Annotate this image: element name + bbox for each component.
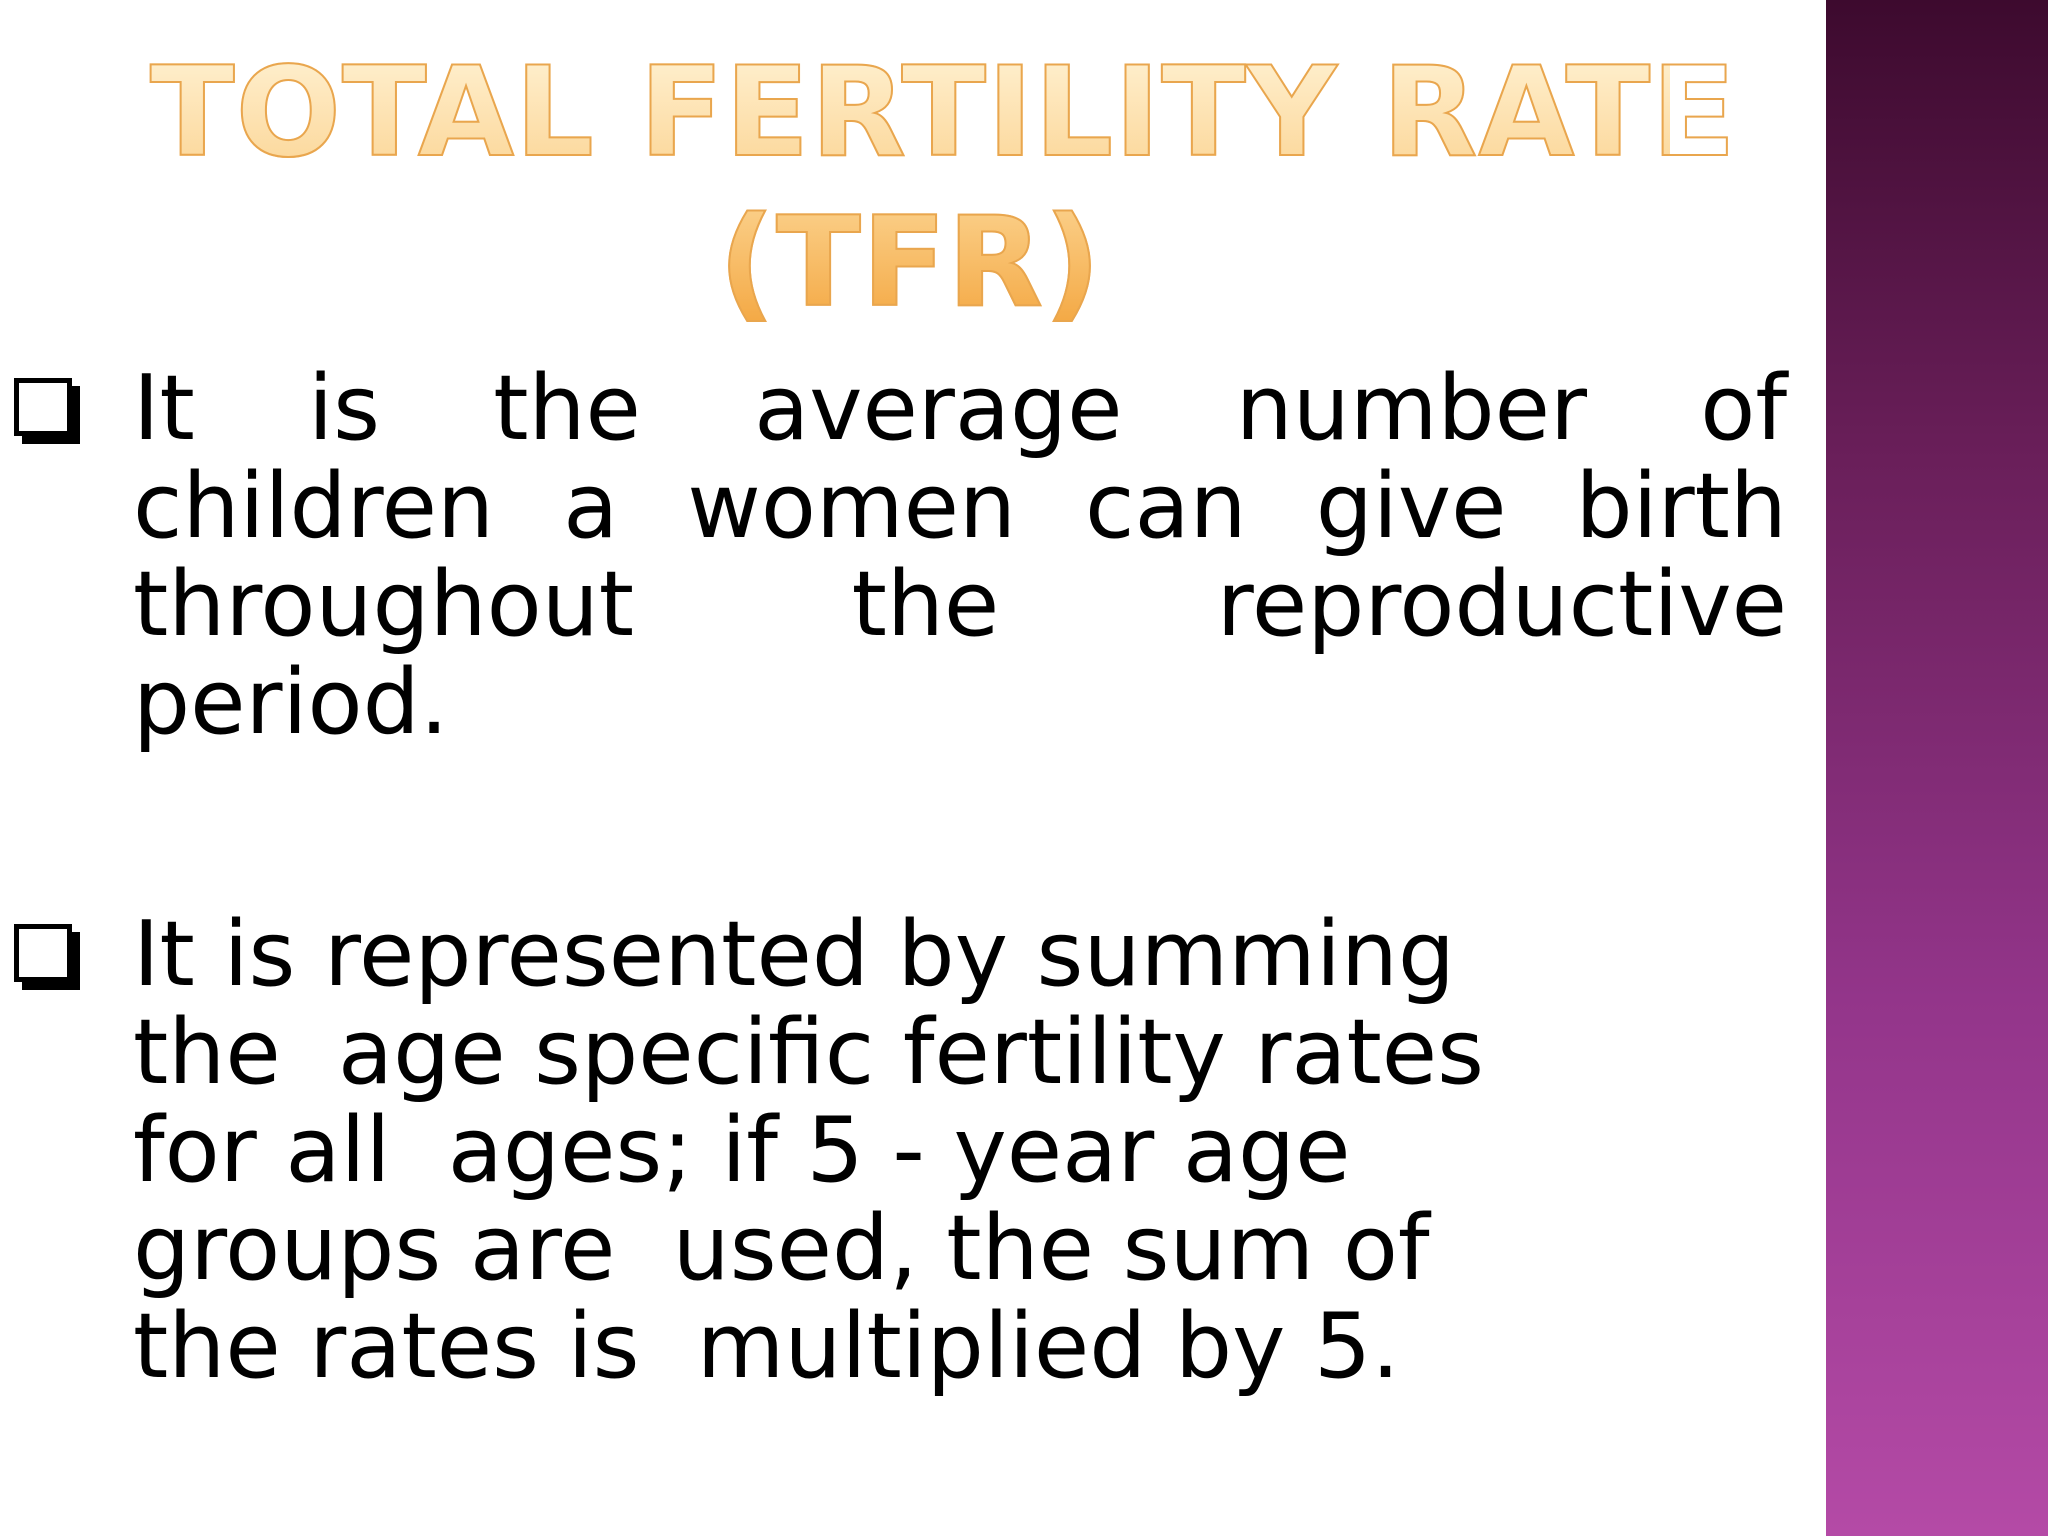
- bullet-text-definition: It is the average number of children a w…: [133, 360, 1787, 752]
- title-line-1: TOTAL FERTILITY RATE: [149, 40, 1737, 186]
- decorative-side-bar: [1826, 0, 2048, 1536]
- bullet-2-line-4: groups are used, the sum of: [133, 1196, 1430, 1301]
- word: period.: [133, 650, 449, 755]
- bullet-2-line-5: the rates is multiplied by 5.: [133, 1294, 1400, 1399]
- word: women: [687, 454, 1017, 559]
- title-line-2: (TFR): [717, 190, 1102, 336]
- word: the: [851, 552, 1000, 657]
- bullet-2-line-2: the age specific fertility rates: [133, 1000, 1485, 1105]
- bullet-2-line-1: It is represented by summing: [133, 902, 1456, 1007]
- bullet-2-line-3: for all ages; if 5 - year age: [133, 1098, 1351, 1203]
- word: children: [133, 454, 495, 559]
- slide-title: TOTAL FERTILITY RATE (TFR): [149, 38, 1737, 338]
- checkbox-square-icon: [14, 924, 72, 982]
- word: can: [1085, 454, 1247, 559]
- bullet-1-line-3: throughout the reproductive: [133, 556, 1787, 654]
- word: give: [1315, 454, 1507, 559]
- word: It: [133, 356, 195, 461]
- word: reproductive: [1216, 552, 1787, 657]
- bullet-1-line-1: It is the average number of: [133, 360, 1787, 458]
- word: of: [1700, 356, 1787, 461]
- bullet-text-calculation: It is represented by summing the age spe…: [133, 906, 1693, 1396]
- checkbox-square-icon: [14, 378, 72, 436]
- word: throughout: [133, 552, 635, 657]
- bullet-1-line-2: children a women can give birth: [133, 458, 1787, 556]
- word: average: [754, 356, 1123, 461]
- word: birth: [1575, 454, 1787, 559]
- word: the: [493, 356, 641, 461]
- bullet-list: It is the average number of children a w…: [14, 360, 1787, 1396]
- word: is: [308, 356, 380, 461]
- word: a: [563, 454, 619, 559]
- word: number: [1235, 356, 1588, 461]
- bullet-1-line-4: period.: [133, 654, 1787, 752]
